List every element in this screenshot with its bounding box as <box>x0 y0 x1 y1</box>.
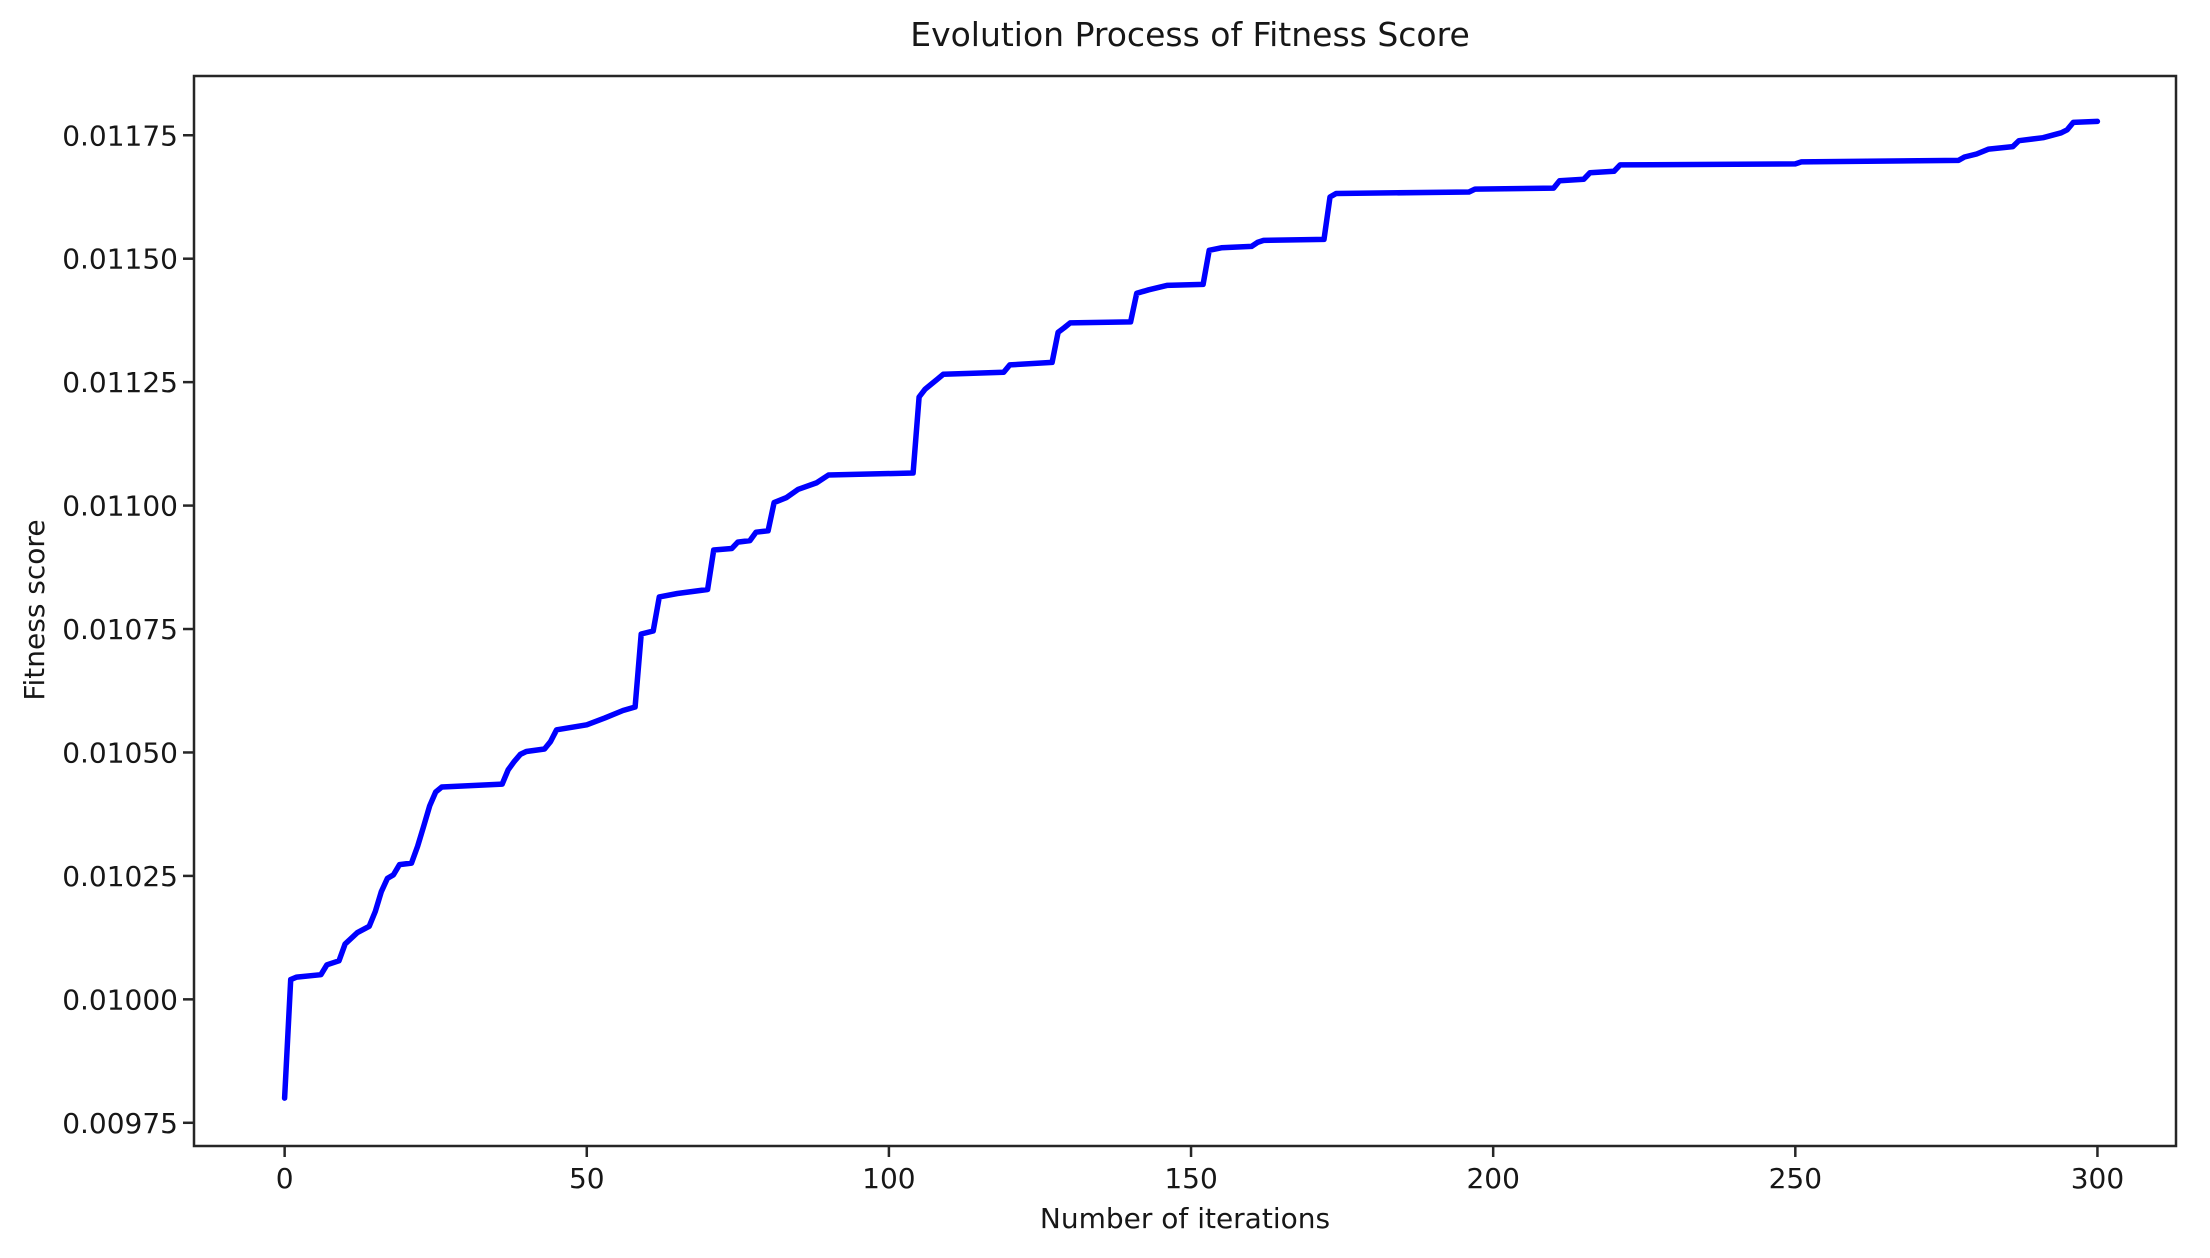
y-tick-label: 0.01125 <box>62 366 178 399</box>
x-tick-label: 100 <box>862 1162 915 1195</box>
x-tick-label: 300 <box>2071 1162 2124 1195</box>
x-ticks: 0 50 100 150 200 250 300 <box>276 1146 2124 1195</box>
y-tick-label: 0.01150 <box>62 243 178 276</box>
y-tick-label: 0.01075 <box>62 613 178 646</box>
y-tick-label: 0.01100 <box>62 490 178 523</box>
chart-title: Evolution Process of Fitness Score <box>910 15 1470 54</box>
y-tick-label: 0.00975 <box>62 1107 178 1140</box>
x-tick-label: 0 <box>276 1162 294 1195</box>
y-ticks: 0.00975 0.01000 0.01025 0.01050 0.01075 0.011… <box>62 119 194 1140</box>
x-axis-label: Number of iterations <box>1040 1202 1330 1235</box>
y-tick-label: 0.01000 <box>62 983 178 1016</box>
y-tick-label: 0.01175 <box>62 119 178 152</box>
plot-area <box>192 74 2178 1148</box>
y-tick-label: 0.01025 <box>62 860 178 893</box>
y-tick-label: 0.01050 <box>62 736 178 769</box>
x-tick-label: 250 <box>1769 1162 1822 1195</box>
x-tick-label: 200 <box>1466 1162 1519 1195</box>
x-tick-label: 50 <box>569 1162 605 1195</box>
fitness-line <box>281 118 2101 1101</box>
x-tick-label: 150 <box>1164 1162 1217 1195</box>
y-axis-label: Fitness score <box>18 519 51 700</box>
